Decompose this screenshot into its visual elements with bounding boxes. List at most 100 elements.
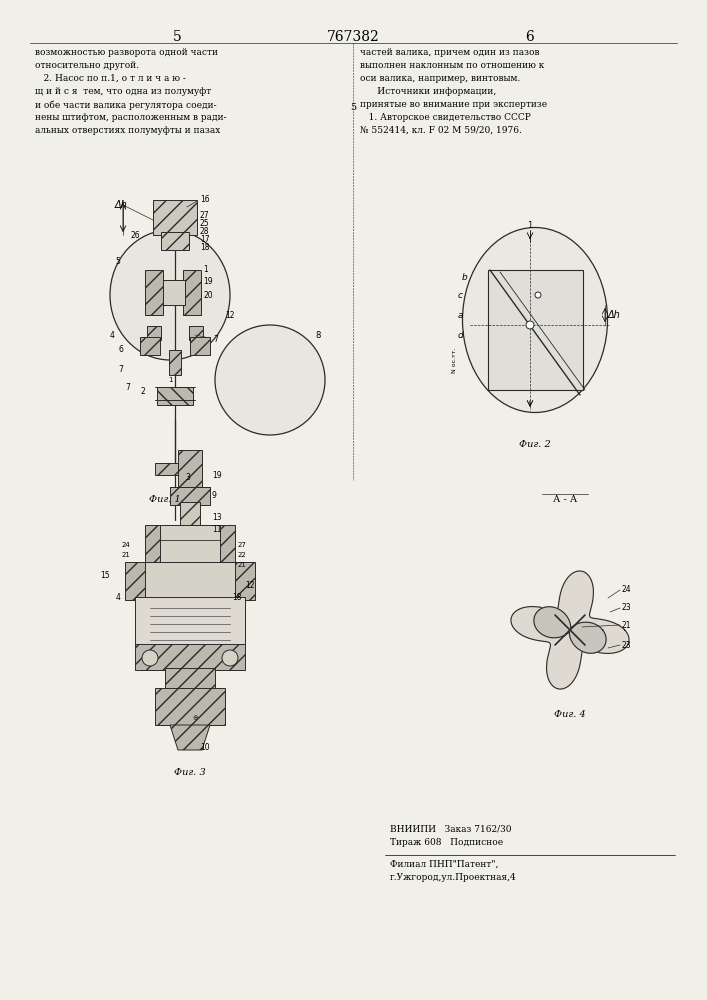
Text: 6: 6	[118, 346, 123, 355]
Text: Фиг. 3: Фиг. 3	[174, 768, 206, 777]
Text: 27: 27	[238, 542, 247, 548]
Text: выполнен наклонным по отношению к: выполнен наклонным по отношению к	[360, 61, 544, 70]
Text: 1: 1	[527, 221, 532, 230]
Text: 1: 1	[203, 265, 208, 274]
Text: 18: 18	[200, 243, 209, 252]
Text: 11: 11	[212, 526, 221, 534]
Text: оси валика, например, винтовым.: оси валика, например, винтовым.	[360, 74, 520, 83]
Text: Δh: Δh	[608, 310, 621, 320]
Bar	[165, 668, 215, 690]
Text: частей валика, причем один из пазов: частей валика, причем один из пазов	[360, 48, 539, 57]
Text: и обе части валика регулятора соеди-: и обе части валика регулятора соеди-	[35, 100, 216, 109]
Text: a: a	[458, 310, 464, 320]
Text: 12: 12	[225, 310, 235, 320]
Text: Источники информации,: Источники информации,	[360, 87, 496, 96]
Bar	[147, 326, 161, 340]
Text: 22: 22	[238, 552, 247, 558]
Text: альных отверстиях полумуфты и пазах: альных отверстиях полумуфты и пазах	[35, 126, 221, 135]
Bar	[135, 597, 245, 645]
Circle shape	[222, 650, 238, 666]
Text: 8: 8	[315, 330, 320, 340]
Text: А - А: А - А	[553, 495, 577, 504]
Text: № 552414, кл. F 02 М 59/20, 1976.: № 552414, кл. F 02 М 59/20, 1976.	[360, 126, 522, 135]
Ellipse shape	[110, 230, 230, 360]
Text: 21: 21	[622, 620, 631, 630]
Text: Филиал ПНП"Патент",: Филиал ПНП"Патент",	[390, 860, 498, 869]
Text: 4: 4	[115, 593, 120, 602]
Polygon shape	[511, 571, 629, 689]
Circle shape	[535, 292, 541, 298]
Text: 2: 2	[140, 387, 145, 396]
Circle shape	[215, 325, 325, 435]
Text: 13: 13	[212, 514, 221, 522]
Bar	[145, 525, 235, 565]
Text: ⊕: ⊕	[192, 715, 198, 721]
Text: 20: 20	[203, 290, 213, 300]
Text: 16: 16	[200, 196, 209, 205]
Bar	[180, 502, 200, 530]
Bar	[161, 232, 189, 250]
Text: 5: 5	[350, 103, 356, 112]
Text: принятые во внимание при экспертизе: принятые во внимание при экспертизе	[360, 100, 547, 109]
Text: Δh: Δh	[115, 200, 128, 210]
Text: 23: 23	[622, 603, 631, 612]
Bar	[125, 562, 255, 600]
Text: ВНИИПИ   Заказ 7162/30: ВНИИПИ Заказ 7162/30	[390, 825, 511, 834]
Text: Тираж 608   Подписное: Тираж 608 Подписное	[390, 838, 503, 847]
Text: 15: 15	[100, 570, 110, 580]
Text: 28: 28	[200, 228, 209, 236]
Bar	[153, 200, 197, 235]
Bar	[145, 270, 163, 315]
Polygon shape	[170, 725, 210, 750]
Text: щ и й с я  тем, что одна из полумуфт: щ и й с я тем, что одна из полумуфт	[35, 87, 211, 96]
Text: 2. Насос по п.1, о т л и ч а ю -: 2. Насос по п.1, о т л и ч а ю -	[35, 74, 186, 83]
Text: 23: 23	[622, 641, 631, 650]
Text: 9: 9	[212, 490, 217, 499]
Bar	[170, 487, 210, 505]
Text: 6: 6	[525, 30, 534, 44]
Text: 7: 7	[213, 336, 218, 344]
Text: 21: 21	[238, 562, 247, 568]
Text: г.Ужгород,ул.Проектная,4: г.Ужгород,ул.Проектная,4	[390, 873, 517, 882]
Text: 1: 1	[168, 377, 173, 383]
Text: 21: 21	[121, 552, 130, 558]
Text: 26: 26	[130, 231, 140, 239]
Text: 18: 18	[232, 593, 242, 602]
Text: b: b	[462, 273, 468, 282]
Bar	[155, 688, 225, 725]
Bar	[160, 525, 220, 565]
Bar	[163, 280, 185, 305]
Text: N ос.тт.: N ос.тт.	[452, 347, 457, 373]
Text: 4: 4	[110, 330, 115, 340]
Text: 5: 5	[115, 257, 120, 266]
Text: 10: 10	[200, 744, 209, 752]
Bar	[169, 350, 181, 375]
Text: нены штифтом, расположенным в ради-: нены штифтом, расположенным в ради-	[35, 113, 227, 122]
Text: 7: 7	[125, 383, 130, 392]
Bar	[189, 326, 203, 340]
Text: 5: 5	[173, 30, 182, 44]
Bar	[140, 337, 160, 355]
Text: 24: 24	[622, 585, 631, 594]
Text: d: d	[458, 330, 464, 340]
Text: 1. Авторское свидетельство СССР: 1. Авторское свидетельство СССР	[360, 113, 531, 122]
Text: 3: 3	[185, 474, 190, 483]
Bar	[178, 450, 202, 490]
Text: 19: 19	[203, 277, 213, 286]
Text: 25: 25	[200, 220, 209, 229]
Bar	[145, 562, 235, 600]
Text: c: c	[458, 290, 463, 300]
Polygon shape	[534, 607, 606, 653]
Text: относительно другой.: относительно другой.	[35, 61, 139, 70]
Bar	[135, 644, 245, 670]
Text: 7: 7	[118, 365, 123, 374]
Ellipse shape	[462, 228, 607, 412]
Text: 17: 17	[200, 235, 209, 244]
Text: 19: 19	[212, 471, 221, 480]
Text: 24: 24	[121, 542, 130, 548]
Circle shape	[142, 650, 158, 666]
Circle shape	[526, 321, 534, 329]
Text: 12: 12	[245, 580, 255, 589]
Text: 767382: 767382	[327, 30, 380, 44]
Bar	[488, 270, 583, 390]
